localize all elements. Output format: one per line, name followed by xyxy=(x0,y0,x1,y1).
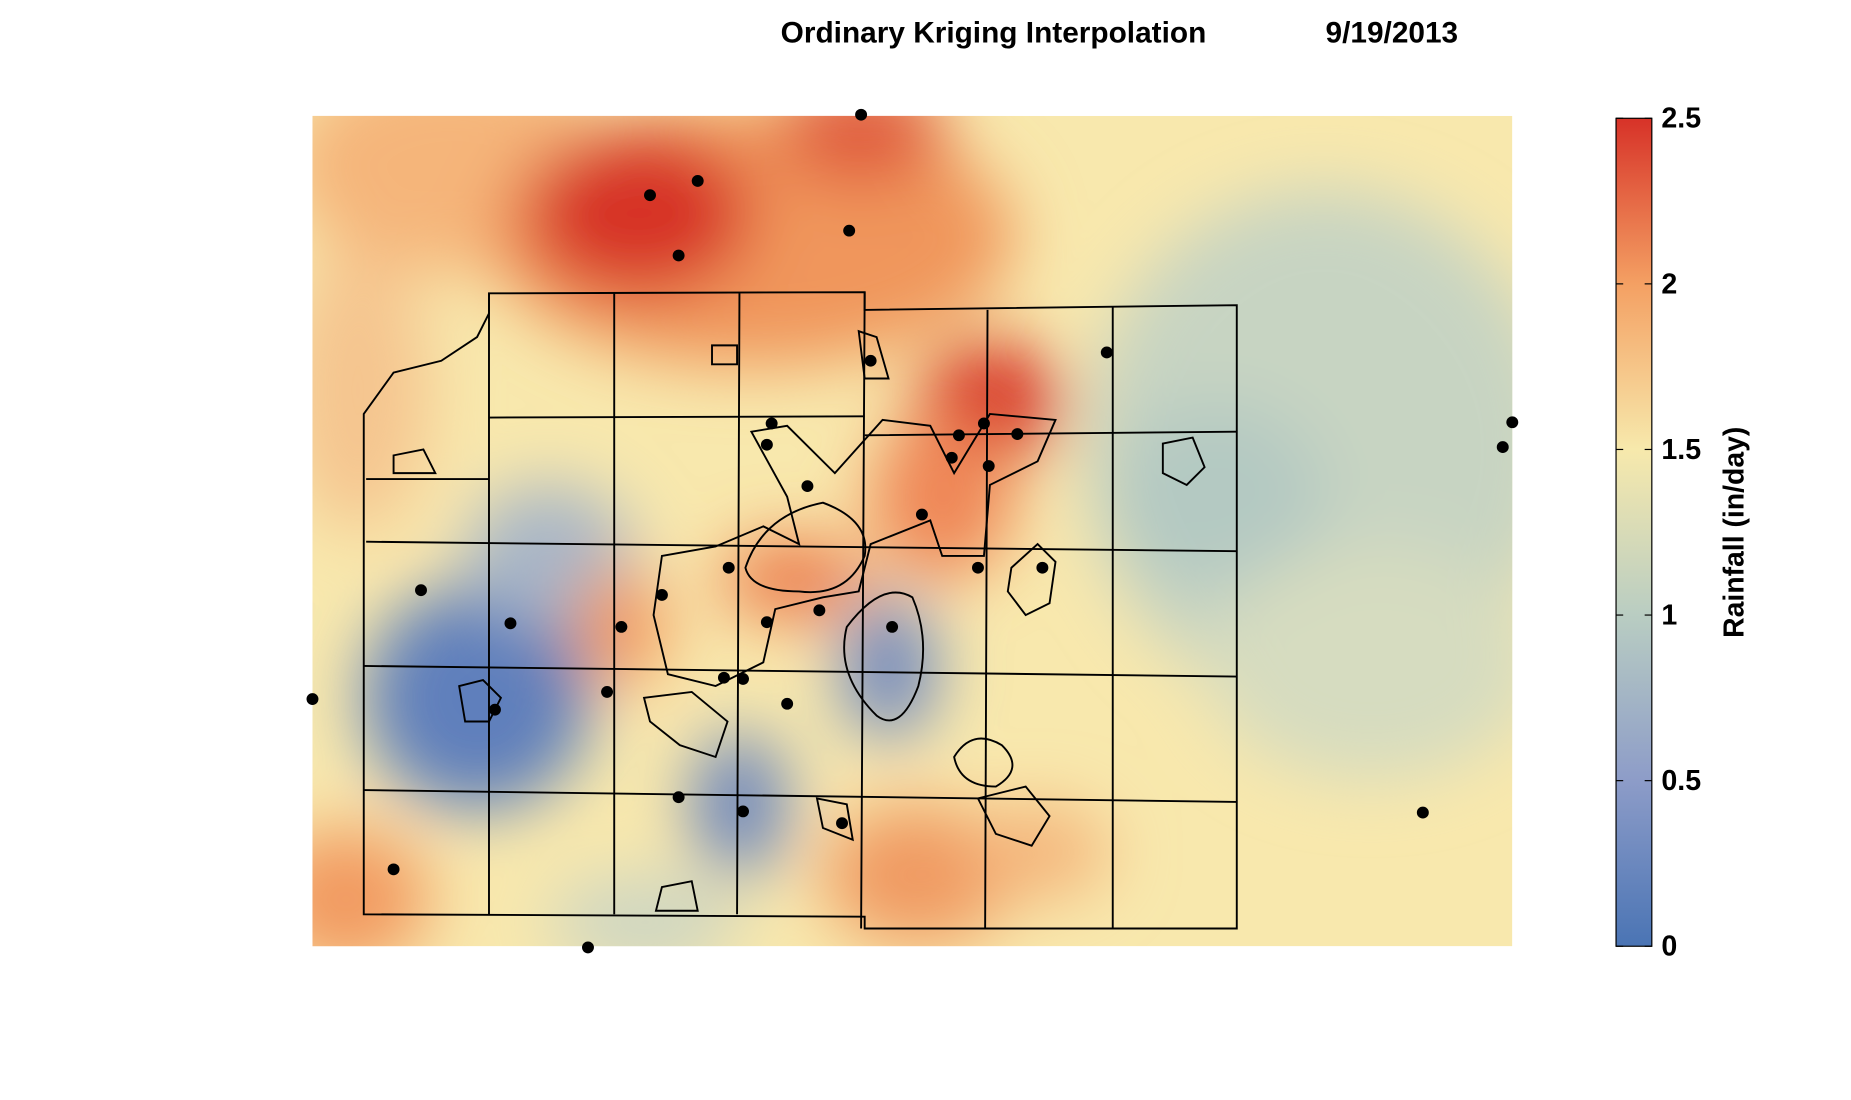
station xyxy=(1416,806,1429,819)
station xyxy=(672,249,685,262)
station xyxy=(1496,441,1509,454)
map-date: 9/19/2013 xyxy=(1326,17,1459,50)
colorbar-tick-label: 1.5 xyxy=(1661,434,1701,466)
station xyxy=(737,805,749,818)
station xyxy=(722,561,735,574)
station xyxy=(886,620,899,633)
station xyxy=(952,429,965,442)
colorbar-tick-label: 0.5 xyxy=(1661,765,1701,797)
station xyxy=(781,697,794,710)
station xyxy=(915,508,928,521)
station xyxy=(977,417,990,430)
station xyxy=(765,417,778,430)
station xyxy=(737,673,749,685)
station xyxy=(760,438,773,451)
station xyxy=(488,703,501,716)
station xyxy=(655,589,668,601)
station xyxy=(615,620,628,633)
station-markers xyxy=(306,108,1519,954)
station xyxy=(1011,428,1024,440)
colorbar xyxy=(1615,117,1653,947)
station xyxy=(843,224,856,237)
boundaries xyxy=(362,291,1238,930)
station xyxy=(1036,561,1049,574)
station xyxy=(855,108,868,121)
station xyxy=(1100,346,1113,359)
station xyxy=(601,686,614,698)
station xyxy=(415,584,427,597)
colorbar-label: Rainfall (in/day) xyxy=(1719,427,1751,638)
station xyxy=(672,791,685,804)
station xyxy=(691,175,704,187)
station xyxy=(864,354,877,367)
station xyxy=(504,617,517,630)
colorbar-tick-label: 2.5 xyxy=(1661,103,1701,135)
station xyxy=(387,863,400,876)
colorbar-ticks: 0 0.5 1 1.5 2 2.5 xyxy=(1616,103,1701,963)
rainfall-surface xyxy=(312,115,1513,947)
station xyxy=(836,817,848,830)
station xyxy=(972,561,984,574)
station xyxy=(801,480,814,493)
station xyxy=(644,189,656,202)
colorbar-tick-label: 0 xyxy=(1661,931,1677,963)
station xyxy=(760,616,773,629)
station xyxy=(306,693,319,705)
station xyxy=(945,451,958,464)
station xyxy=(982,460,995,472)
station xyxy=(717,671,730,684)
station xyxy=(582,941,594,954)
station xyxy=(813,604,826,617)
colorbar-tick-label: 2 xyxy=(1661,268,1677,300)
station xyxy=(1506,416,1519,429)
colorbar-tick-label: 1 xyxy=(1661,600,1677,632)
map-title: Ordinary Kriging Interpolation xyxy=(781,17,1207,50)
